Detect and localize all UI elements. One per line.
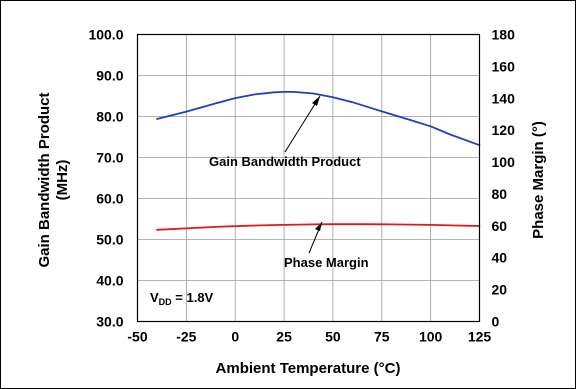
x-tick-label: -50 (127, 329, 147, 345)
series-line-phase-margin (156, 223, 481, 231)
y-right-tick-label: 60 (492, 218, 508, 234)
plot-area-frame (136, 33, 481, 323)
series-line-gain-bandwidth-product (156, 91, 481, 147)
x-tick-label: 25 (276, 329, 292, 345)
tick-labels: -50 -25 0 25 50 75 100 125 30.0 40.0 50.0 60.0 70.0 8… (88, 27, 515, 345)
x-tick-label: 125 (468, 329, 492, 345)
grid (137, 34, 480, 322)
y-right-tick-label: 40 (492, 250, 508, 266)
y-left-tick-label: 100.0 (88, 27, 123, 43)
x-tick-label: 100 (419, 329, 443, 345)
y-left-tick-label: 70.0 (96, 150, 123, 166)
y-left-tick-label: 50.0 (96, 232, 123, 248)
pm-series-label: Phase Margin (284, 255, 369, 270)
x-tick-label: 75 (374, 329, 390, 345)
y-left-tick-label: 90.0 (96, 68, 123, 84)
series (156, 91, 481, 231)
x-axis-title: Ambient Temperature (°C) (216, 360, 401, 377)
x-tick-label: -25 (176, 329, 196, 345)
y-right-tick-label: 0 (492, 314, 500, 330)
y-right-tick-label: 80 (492, 186, 508, 202)
x-tick-label: 50 (325, 329, 341, 345)
y-left-axis-title-line2: (MHz) (54, 160, 71, 201)
y-right-tick-label: 20 (492, 282, 508, 298)
y-right-tick-label: 140 (492, 90, 516, 106)
y-left-tick-label: 40.0 (96, 273, 123, 289)
y-right-tick-label: 160 (492, 58, 516, 74)
y-right-tick-label: 120 (492, 122, 516, 138)
gbw-series-label: Gain Bandwidth Product (209, 154, 361, 169)
y-right-tick-label: 100 (492, 154, 516, 170)
y-right-axis-title: Phase Margin (°) (530, 121, 547, 239)
y-left-tick-label: 60.0 (96, 191, 123, 207)
gbw-arrow-line (284, 95, 321, 153)
pm-arrow-head (315, 222, 322, 231)
gbw-arrow-head (312, 96, 320, 106)
y-left-tick-label: 30.0 (96, 314, 123, 330)
vdd-label: VDD = 1.8V (150, 290, 214, 307)
y-left-tick-label: 80.0 (96, 109, 123, 125)
y-left-axis-title-line1: Gain Bandwidth Product (36, 92, 53, 267)
x-tick-label: 0 (231, 329, 239, 345)
y-right-tick-label: 180 (492, 27, 516, 43)
